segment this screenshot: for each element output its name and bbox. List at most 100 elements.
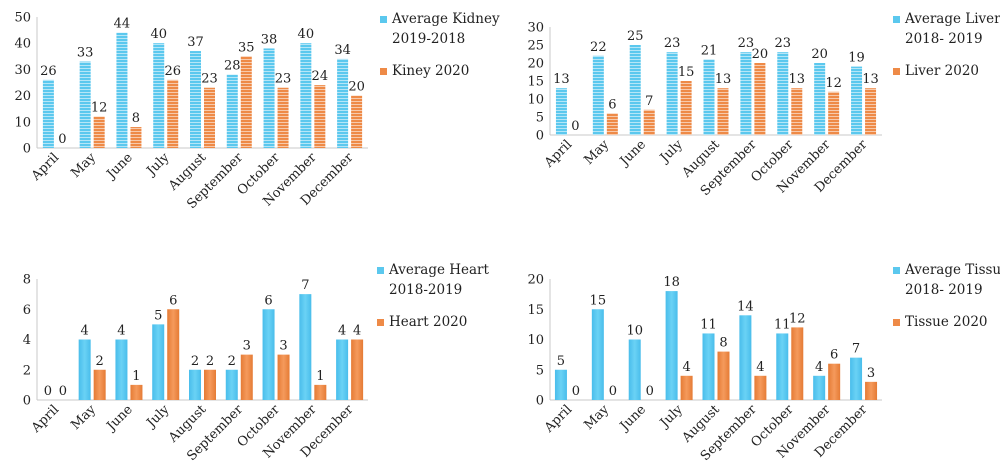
data-label: 15	[678, 65, 695, 80]
data-label: 4	[815, 360, 823, 375]
bar-series-1-may	[78, 339, 91, 400]
data-label: 15	[590, 293, 607, 308]
data-label: 24	[312, 69, 329, 84]
data-label: 11	[700, 317, 717, 332]
x-tick-label: June	[103, 150, 136, 183]
bar-series-2-december	[865, 88, 877, 135]
data-label: 6	[608, 97, 616, 112]
data-label: 22	[590, 40, 607, 55]
legend-label: Liver 2020	[905, 63, 979, 79]
data-label: 21	[701, 43, 718, 58]
bar-series-2-november	[828, 363, 841, 400]
bar-series-2-july	[680, 375, 693, 400]
bar-series-1-august	[190, 51, 201, 149]
y-tick-label: 0	[23, 394, 31, 409]
bar-series-1-august	[702, 333, 715, 400]
x-tick-label: June	[616, 402, 649, 435]
legend-swatch	[893, 68, 900, 75]
legend-label: Average Liver	[904, 11, 1000, 27]
data-label: 2	[96, 354, 104, 369]
bar-series-2-november	[828, 91, 840, 135]
legend-label: Heart 2020	[389, 314, 467, 330]
legend-label: Average Heart	[388, 262, 490, 278]
y-tick-label: 0	[536, 129, 544, 144]
bar-series-1-july	[153, 43, 165, 149]
bar-series-1-september	[739, 315, 752, 400]
legend-label: 2019-2018	[392, 31, 465, 47]
bar-series-2-may	[606, 113, 618, 135]
x-tick-label: July	[656, 402, 686, 432]
data-label: 5	[154, 308, 162, 323]
bar-series-1-december	[337, 58, 349, 148]
data-label: 6	[169, 293, 177, 308]
data-label: 12	[825, 76, 842, 91]
data-label: 20	[348, 80, 365, 95]
data-label: 8	[719, 336, 727, 351]
data-label: 13	[715, 72, 732, 87]
bar-series-1-may	[592, 55, 604, 135]
x-tick-label: June	[616, 137, 649, 170]
data-label: 23	[738, 36, 755, 51]
data-label: 44	[114, 17, 131, 32]
bar-series-1-may	[79, 61, 91, 148]
bar-series-1-august	[189, 369, 201, 400]
y-tick-label: 2	[23, 363, 31, 378]
y-tick-label: 20	[527, 57, 544, 72]
x-tick-label: April	[541, 402, 575, 436]
data-label: 33	[77, 46, 94, 61]
data-label: 0	[44, 384, 52, 399]
bar-series-1-october	[262, 309, 275, 400]
bar-series-2-december	[351, 95, 363, 148]
data-label: 40	[150, 27, 167, 42]
bar-series-1-november	[813, 375, 826, 400]
bar-series-1-june	[115, 339, 128, 400]
legend-swatch	[893, 267, 900, 274]
data-label: 14	[737, 299, 754, 314]
legend-swatch	[377, 267, 384, 274]
data-label: 7	[301, 278, 309, 293]
legend-swatch	[380, 16, 387, 23]
x-tick-label: July	[656, 137, 686, 167]
bar-series-1-september	[740, 52, 752, 136]
data-label: 2	[206, 354, 214, 369]
data-label: 0	[58, 132, 66, 147]
bar-series-2-november	[314, 384, 327, 400]
data-label: 12	[91, 101, 108, 116]
bar-series-2-september	[240, 354, 253, 400]
bar-series-1-november	[299, 294, 312, 400]
bar-series-1-november	[300, 43, 312, 149]
data-label: 13	[862, 72, 879, 87]
bar-series-2-october	[791, 88, 803, 135]
y-tick-label: 0	[23, 142, 31, 157]
legend-swatch	[893, 319, 900, 326]
bar-series-1-july	[666, 52, 678, 136]
x-tick-label: May	[68, 150, 99, 181]
y-tick-label: 10	[527, 93, 544, 108]
bar-series-1-june	[628, 339, 641, 400]
bar-series-2-september	[754, 375, 767, 400]
y-tick-label: 30	[527, 21, 544, 36]
y-tick-label: 50	[14, 11, 31, 26]
data-label: 8	[132, 111, 140, 126]
data-label: 1	[316, 369, 324, 384]
y-tick-label: 10	[14, 115, 31, 130]
bar-series-2-may	[93, 369, 106, 400]
bar-series-1-july	[152, 324, 165, 400]
data-label: 3	[243, 339, 251, 354]
data-label: 20	[811, 47, 828, 62]
legend-label: Average Kidney	[391, 11, 500, 27]
y-tick-label: 20	[527, 273, 544, 288]
data-label: 11	[774, 317, 791, 332]
data-label: 13	[789, 72, 806, 87]
y-tick-label: 5	[536, 363, 544, 378]
bar-series-2-september	[240, 56, 252, 148]
y-tick-label: 20	[14, 89, 31, 104]
bar-series-1-october	[777, 52, 789, 136]
data-label: 23	[201, 72, 218, 87]
chart-4: 0510152050April150May100June184July118Au…	[527, 262, 1000, 464]
bar-series-2-june	[643, 109, 655, 135]
bar-series-1-october	[776, 333, 789, 400]
data-label: 12	[789, 311, 806, 326]
